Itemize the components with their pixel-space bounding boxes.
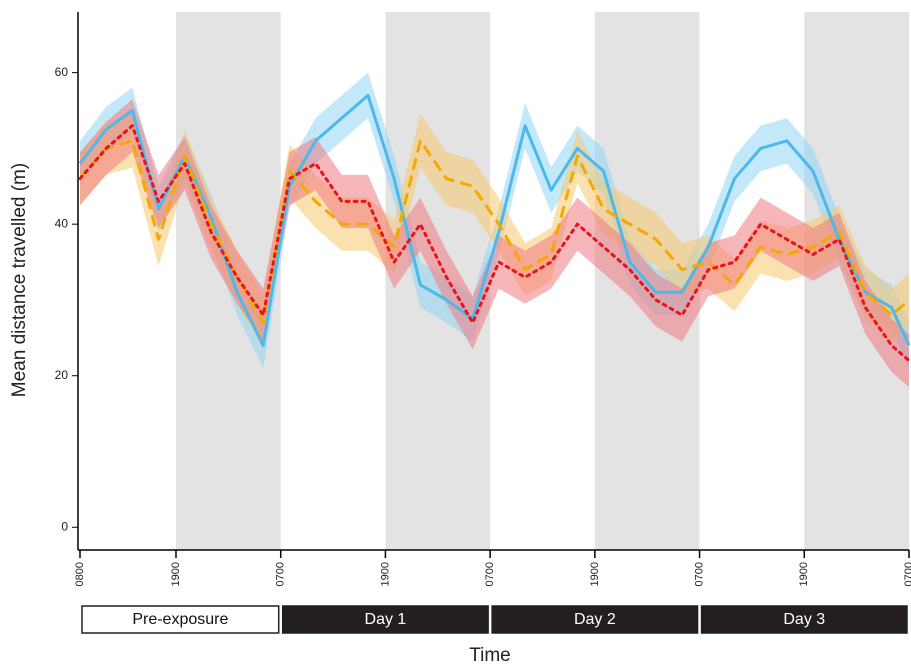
period-label: Pre-exposure <box>132 611 228 628</box>
x-tick-label: 0800 <box>74 562 86 586</box>
x-tick-label: 0700 <box>693 562 705 586</box>
period-box <box>700 605 908 634</box>
x-tick-label: 0700 <box>484 562 496 586</box>
period-box <box>281 605 489 634</box>
series-line <box>78 139 910 325</box>
x-tick-label: 0700 <box>275 562 287 586</box>
y-tick-label: 60 <box>55 65 69 79</box>
y-axis-label: Mean distance travelled (m) <box>9 163 30 397</box>
period-label: Day 2 <box>574 611 616 628</box>
x-axis-label: Time <box>469 645 511 666</box>
series-line <box>78 124 911 363</box>
x-tick-label: 1900 <box>589 562 601 586</box>
x-tick-label: 0700 <box>903 562 911 586</box>
y-tick-label: 40 <box>55 216 69 230</box>
y-tick-label: 0 <box>61 519 68 533</box>
x-tick-label: 1900 <box>379 562 391 586</box>
y-tick-label: 20 <box>55 368 69 382</box>
confidence-band <box>80 99 909 388</box>
x-tick-label: 1900 <box>798 562 810 586</box>
period-box <box>81 605 280 634</box>
period-box <box>491 605 699 634</box>
period-label: Day 3 <box>783 611 825 628</box>
x-tick-label: 1900 <box>170 562 182 586</box>
period-label: Day 1 <box>365 611 407 628</box>
